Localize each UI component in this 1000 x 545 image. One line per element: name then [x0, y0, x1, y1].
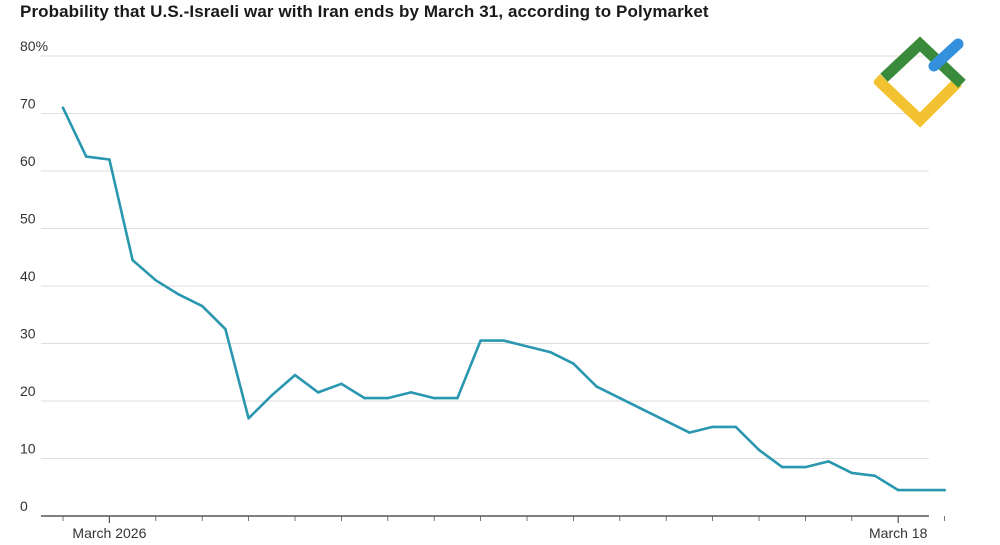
- data-point-12: [340, 382, 343, 386]
- series-layer: [61, 106, 946, 492]
- grid-lines: [41, 55, 929, 459]
- chart-title: Probability that U.S.-Israeli war with I…: [20, 2, 709, 21]
- data-point-14: [386, 396, 390, 400]
- y-tick-label-10: 10: [20, 441, 36, 457]
- data-point-30: [757, 448, 761, 452]
- data-point-23: [595, 385, 598, 388]
- y-tick-label-40: 40: [20, 268, 36, 284]
- data-point-37: [920, 488, 923, 492]
- data-point-11: [316, 391, 320, 394]
- data-point-9: [270, 393, 274, 397]
- data-point-31: [780, 465, 784, 469]
- data-point-19: [502, 339, 506, 342]
- y-tick-label-30: 30: [20, 326, 36, 342]
- logo-green-stroke: [880, 36, 966, 88]
- data-point-34: [850, 471, 854, 475]
- data-point-10: [293, 373, 297, 377]
- data-point-21: [548, 350, 552, 354]
- data-point-16: [432, 396, 436, 400]
- logo-yellow-stroke: [874, 74, 962, 128]
- data-point-24: [618, 396, 622, 400]
- data-point-8: [247, 416, 250, 420]
- data-point-29: [734, 425, 738, 429]
- data-point-18: [479, 339, 482, 342]
- data-point-28: [711, 425, 714, 429]
- logo-blue-stroke: [928, 38, 964, 72]
- data-point-20: [525, 345, 529, 348]
- data-point-26: [664, 419, 668, 423]
- data-point-38: [943, 488, 946, 492]
- y-tick-label-70: 70: [20, 96, 36, 112]
- data-point-33: [827, 460, 830, 463]
- data-point-36: [896, 488, 900, 492]
- y-tick-label-0: 0: [20, 498, 28, 514]
- data-point-17: [456, 396, 459, 400]
- y-tick-label-80: 80%: [20, 38, 48, 54]
- x-tick-label-day-18: March 18: [869, 525, 928, 541]
- data-point-32: [804, 465, 807, 469]
- data-point-3: [131, 258, 134, 262]
- brand-logo-icon: [874, 36, 966, 128]
- y-tick-label-50: 50: [20, 211, 36, 227]
- x-tick-label-day-1: March 2026: [72, 525, 146, 541]
- data-point-1: [84, 155, 88, 158]
- data-point-27: [688, 431, 691, 434]
- y-tick-label-60: 60: [20, 153, 36, 169]
- data-point-25: [641, 408, 645, 411]
- data-point-15: [409, 391, 413, 394]
- data-point-22: [572, 362, 575, 365]
- data-point-4: [154, 278, 158, 282]
- series-line-0: [61, 106, 946, 492]
- x-axis: March 2026 March 18: [41, 515, 945, 541]
- y-axis: 80% 70 60 50 40 30 20 10 0: [20, 38, 48, 514]
- data-point-5: [177, 293, 181, 296]
- data-point-35: [873, 474, 877, 478]
- data-point-6: [200, 304, 204, 308]
- data-point-2: [108, 158, 111, 161]
- data-point-13: [363, 396, 366, 400]
- y-tick-label-20: 20: [20, 383, 36, 399]
- data-point-0: [61, 106, 65, 110]
- data-point-7: [224, 327, 227, 331]
